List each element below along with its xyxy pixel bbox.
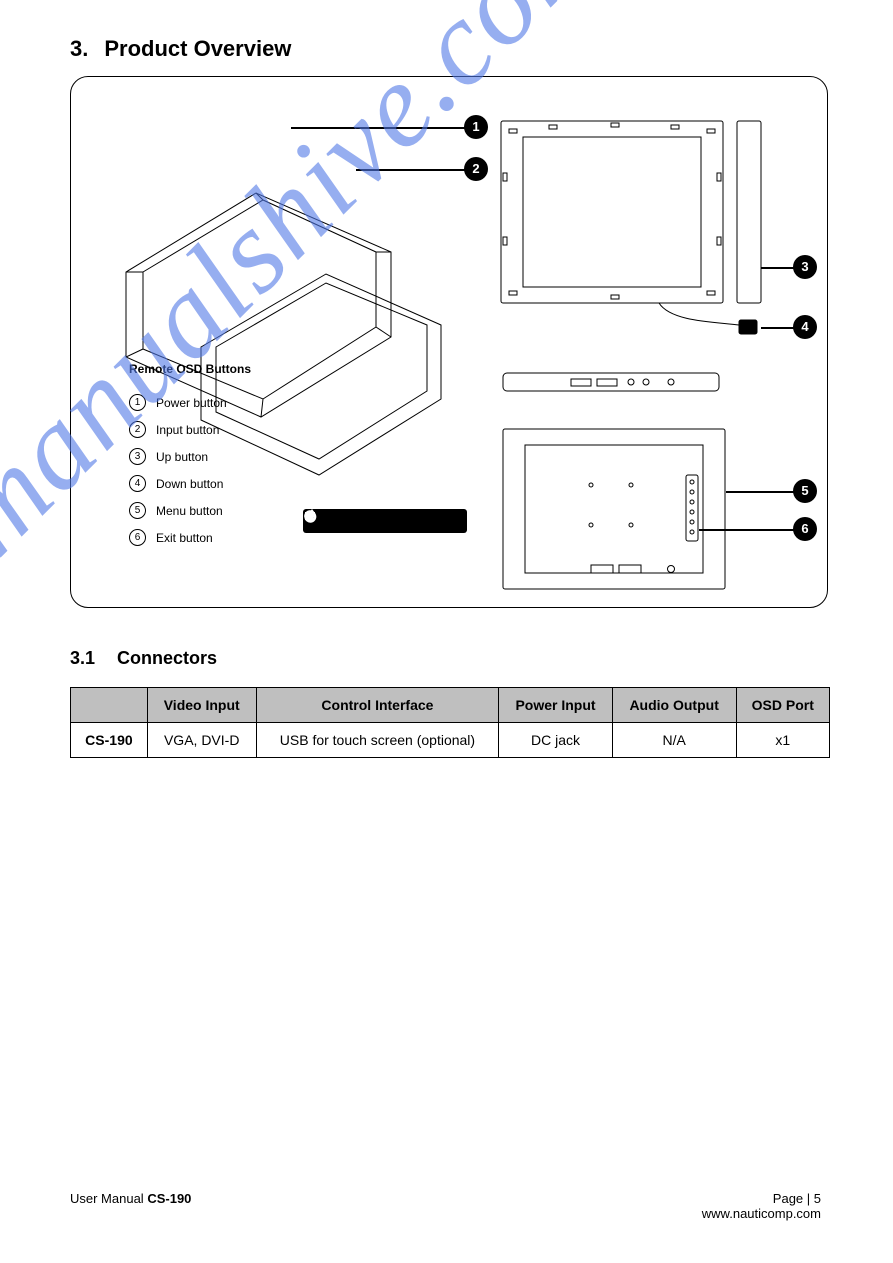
table-row: CS-190 VGA, DVI-D USB for touch screen (… <box>71 723 830 758</box>
footer-url: www.nauticomp.com <box>702 1206 821 1221</box>
remote-num-5: 5 <box>129 502 146 519</box>
remote-text-2: Input button <box>156 423 219 437</box>
section-number: 3. <box>70 36 88 62</box>
col-osd-port: OSD Port <box>736 688 829 723</box>
footer-left-text: User Manual <box>70 1191 144 1206</box>
col-blank <box>71 688 148 723</box>
callout-1-line <box>291 127 466 129</box>
callout-2-line <box>356 169 466 171</box>
callout-3-dot: 3 <box>793 255 817 279</box>
col-audio-output: Audio Output <box>612 688 736 723</box>
remote-num-1: 1 <box>129 394 146 411</box>
cell-control-interface: USB for touch screen (optional) <box>256 723 499 758</box>
remote-row-1: 1 Power button <box>129 389 339 416</box>
cell-power-input: DC jack <box>499 723 612 758</box>
callout-5-num: 5 <box>801 483 808 498</box>
remote-text-1: Power button <box>156 396 227 410</box>
connectors-table: Video Input Control Interface Power Inpu… <box>70 687 830 758</box>
remote-num-2: 2 <box>129 421 146 438</box>
callout-1-dot: 1 <box>464 115 488 139</box>
callout-5-dot: 5 <box>793 479 817 503</box>
section-header: 3. Product Overview <box>70 36 833 62</box>
subsection-number: 3.1 <box>70 648 95 669</box>
remote-row-4: 4 Down button <box>129 470 339 497</box>
page-root: 3. Product Overview <box>0 0 893 1263</box>
remote-text-5: Menu button <box>156 504 223 518</box>
cell-audio-output: N/A <box>612 723 736 758</box>
callout-1-num: 1 <box>472 119 479 134</box>
remote-osd-button-bar <box>303 509 467 533</box>
callout-6-dot: 6 <box>793 517 817 541</box>
callout-2-dot: 2 <box>464 157 488 181</box>
col-video-input: Video Input <box>147 688 256 723</box>
remote-text-6: Exit button <box>156 531 213 545</box>
subsection-title: Connectors <box>117 648 217 669</box>
section-title: Product Overview <box>104 36 291 62</box>
col-control-interface: Control Interface <box>256 688 499 723</box>
row-label: CS-190 <box>71 723 148 758</box>
product-overview-figure: 1 2 3 4 5 6 Remote OSD Buttons 1 Power bu… <box>70 76 828 608</box>
cell-osd-port: x1 <box>736 723 829 758</box>
page-footer: User Manual CS-190 Page | 5 www.nauticom… <box>0 1191 893 1221</box>
callout-6-line <box>699 529 796 531</box>
footer-page-number: Page | 5 <box>702 1191 821 1206</box>
remote-num-3: 3 <box>129 448 146 465</box>
remote-num-4: 4 <box>129 475 146 492</box>
remote-num-6: 6 <box>129 529 146 546</box>
remote-text-4: Down button <box>156 477 223 491</box>
remote-row-3: 3 Up button <box>129 443 339 470</box>
subsection-header: 3.1 Connectors <box>70 648 833 669</box>
footer-left: User Manual CS-190 <box>70 1191 191 1221</box>
footer-right: Page | 5 www.nauticomp.com <box>702 1191 821 1221</box>
callout-4-line <box>761 327 795 329</box>
col-power-input: Power Input <box>499 688 612 723</box>
callout-5-line <box>726 491 796 493</box>
remote-osd-heading: Remote OSD Buttons <box>129 362 251 376</box>
callout-3-line <box>761 267 795 269</box>
remote-text-3: Up button <box>156 450 208 464</box>
callout-4-num: 4 <box>801 319 808 334</box>
callout-6-num: 6 <box>801 521 808 536</box>
exit-icon <box>303 509 317 523</box>
cell-video-input: VGA, DVI-D <box>147 723 256 758</box>
callout-3-num: 3 <box>801 259 808 274</box>
callout-4-dot: 4 <box>793 315 817 339</box>
table-header-row: Video Input Control Interface Power Inpu… <box>71 688 830 723</box>
callout-2-num: 2 <box>472 161 479 176</box>
footer-model: CS-190 <box>147 1191 191 1206</box>
remote-row-2: 2 Input button <box>129 416 339 443</box>
